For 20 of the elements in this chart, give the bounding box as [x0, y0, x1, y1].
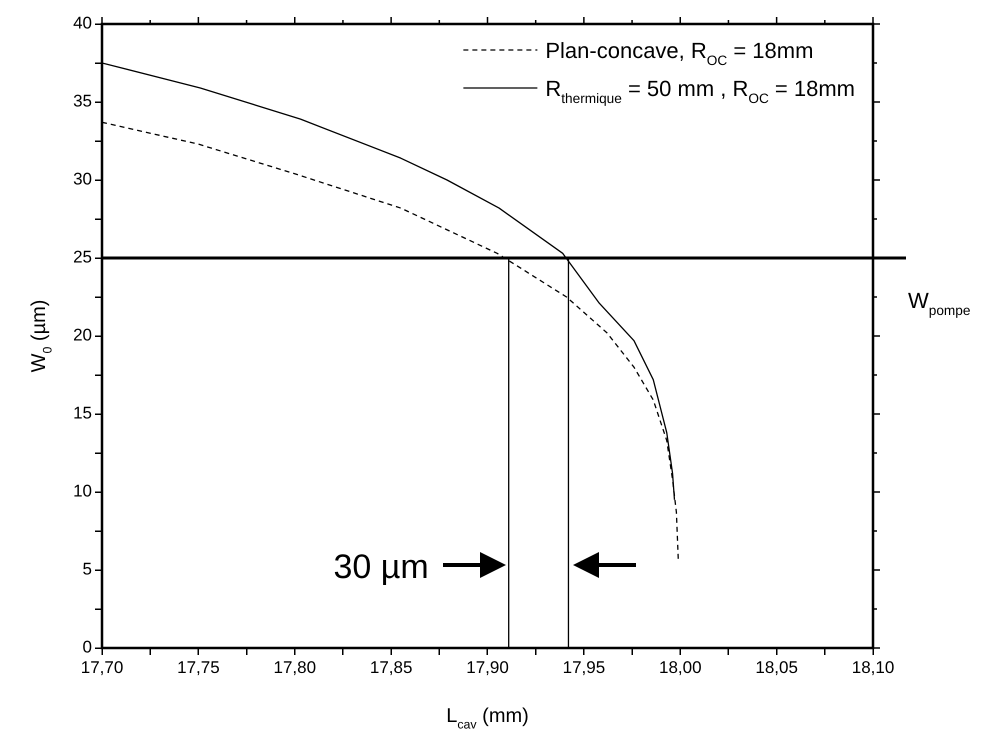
- y-tick-label: 10: [73, 482, 92, 501]
- x-tick-label: 17,90: [466, 658, 509, 677]
- y-tick-label: 20: [73, 326, 92, 345]
- y-tick-label: 40: [73, 14, 92, 33]
- x-tick-label: 17,80: [273, 658, 316, 677]
- x-tick-label: 18,05: [755, 658, 798, 677]
- x-tick-label: 17,95: [562, 658, 606, 677]
- annotation: 30 µm: [334, 548, 429, 586]
- y-tick-label: 35: [73, 92, 92, 111]
- y-tick-label: 0: [82, 638, 92, 657]
- x-tick-label: 18,10: [852, 658, 894, 677]
- y-tick-label: 30: [73, 170, 92, 189]
- y-tick-label: 5: [82, 560, 92, 579]
- y-tick-label: 25: [73, 248, 92, 267]
- y-axis-title: W0 (µm): [28, 300, 54, 372]
- x-tick-label: 17,70: [80, 658, 124, 677]
- y-tick-label: 15: [73, 404, 92, 423]
- x-tick-label: 17,75: [177, 658, 220, 677]
- x-tick-label: 17,85: [370, 658, 412, 677]
- x-tick-label: 18,00: [658, 658, 702, 677]
